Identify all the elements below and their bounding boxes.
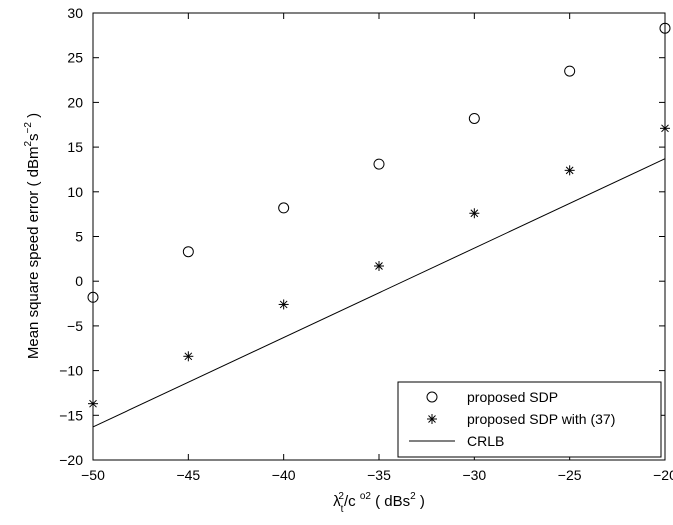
data-point-asterisk [564, 165, 575, 176]
y-tick-label: 30 [67, 5, 83, 21]
axis-ticks: −50 −45 −40 −35 −30 −25 −20−20−15−10−505101520… [59, 5, 673, 483]
legend-circle-marker-icon [426, 391, 438, 403]
x-tick-label: −25 [558, 467, 582, 483]
data-point-asterisk [660, 123, 670, 134]
x-axis-title: λt2/c o2 ( dBs2 ) [333, 491, 425, 515]
data-point-circle [468, 112, 480, 124]
data-point-circle [564, 65, 576, 77]
y-tick-label: 0 [75, 273, 83, 289]
x-tick-label: −30 [462, 467, 486, 483]
data-point-circle [659, 22, 671, 34]
data-point-asterisk [278, 299, 289, 310]
y-tick-label: −5 [67, 318, 83, 334]
x-tick-label: −40 [272, 467, 296, 483]
y-tick-label: 5 [75, 229, 83, 245]
x-tick-label: −35 [367, 467, 391, 483]
legend-label-crlb: CRLB [467, 433, 504, 449]
data-marks [87, 22, 671, 428]
data-point-circle [182, 246, 194, 258]
legend-label-proposed-sdp: proposed SDP [467, 389, 558, 405]
x-tick-label: −50 [81, 467, 105, 483]
data-point-circle [87, 291, 99, 303]
data-point-circle [278, 202, 290, 214]
data-point-asterisk [183, 351, 194, 362]
y-tick-label: 10 [67, 184, 83, 200]
y-tick-label: 15 [67, 139, 83, 155]
y-tick-label: 20 [67, 94, 83, 110]
y-tick-label: −20 [59, 452, 83, 468]
y-tick-label: 25 [67, 50, 83, 66]
legend: proposed SDP proposed SDP with (37) CRLB [397, 381, 662, 458]
y-tick-label: −15 [59, 407, 83, 423]
x-tick-label: −20 [653, 467, 673, 483]
crlb-line [92, 158, 666, 428]
data-point-asterisk [469, 208, 480, 219]
data-point-asterisk [374, 261, 384, 272]
data-point-asterisk [88, 398, 98, 409]
legend-label-proposed-sdp-with-37: proposed SDP with (37) [467, 411, 615, 427]
x-tick-label: −45 [176, 467, 200, 483]
legend-asterisk-marker-icon [427, 414, 437, 424]
y-tick-label: −10 [59, 363, 83, 379]
legend-box [397, 381, 662, 458]
data-point-circle [373, 158, 385, 170]
y-axis-title: Mean square speed error ( dBm2s−2 ) [23, 113, 42, 359]
